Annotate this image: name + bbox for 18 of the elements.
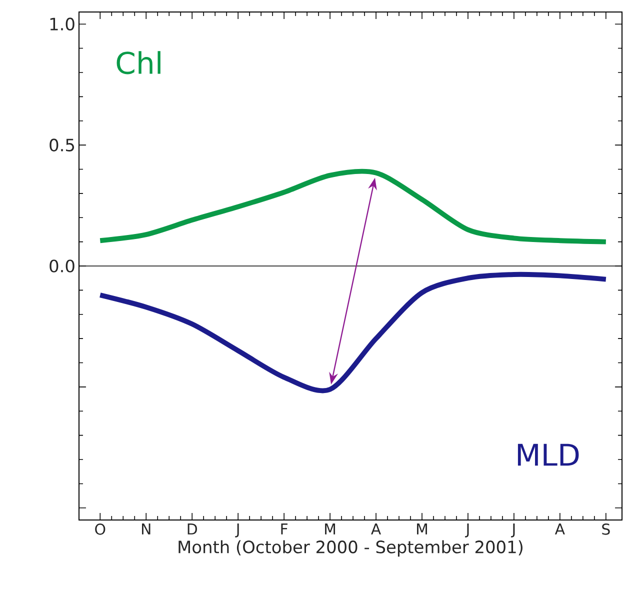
x-tick-label: O [95, 524, 106, 535]
text: Chl [116, 51, 160, 74]
y-tick-label: 0.5 [50, 138, 74, 152]
x-tick-label: F [281, 524, 288, 534]
x-tick-label: J [235, 524, 239, 538]
y-tick-label: 0.0 [50, 260, 74, 272]
x-tick-label: A [554, 524, 565, 534]
x-tick-label: J [510, 524, 515, 538]
text: MLD [518, 444, 579, 466]
y-tick-label: 1.0 [50, 18, 74, 30]
x-axis-title: Month (October 2000 - September 2001) [178, 540, 522, 557]
x-tick-label: A [371, 524, 382, 534]
x-tick-label: N [142, 524, 150, 534]
x-tick-label: S [602, 524, 610, 535]
x-tick-label: M [417, 524, 427, 534]
x-tick-label: J [465, 524, 469, 538]
x-tick-label: M [325, 524, 336, 534]
x-tick-label: D [188, 524, 197, 534]
